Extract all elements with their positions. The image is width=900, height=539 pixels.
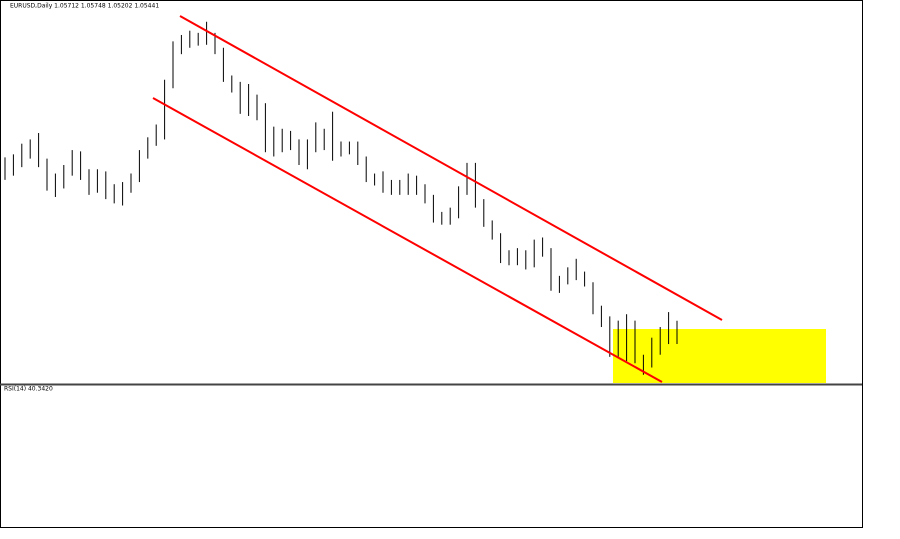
indicator-title: RSI(14) 40.3420: [4, 386, 53, 393]
lower-channel-line: [152, 97, 663, 383]
mark-layer: [4, 21, 678, 375]
upper-channel-line: [179, 15, 723, 321]
chart-title: EURUSD,Daily 1.05712 1.05748 1.05202 1.0…: [10, 3, 159, 10]
plot-frame: [0, 0, 863, 528]
highlight-zone: [613, 329, 826, 383]
